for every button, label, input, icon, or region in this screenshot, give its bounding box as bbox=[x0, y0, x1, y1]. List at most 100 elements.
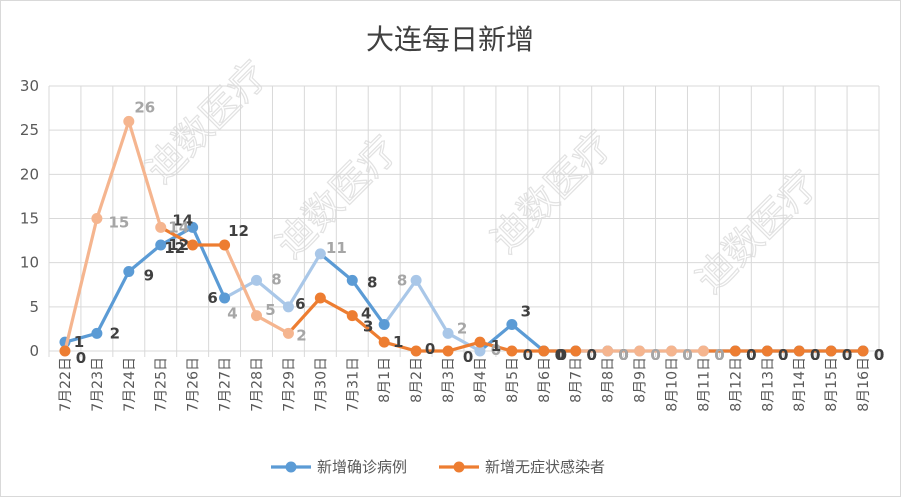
x-tick-label: 8月13日 bbox=[760, 357, 776, 412]
x-tick-label: 8月11日 bbox=[696, 357, 712, 412]
x-tick-label: 7月27日 bbox=[218, 357, 234, 412]
y-tick-label: 25 bbox=[20, 121, 39, 139]
series-1-data-label: 0 bbox=[425, 340, 435, 358]
series-1-point bbox=[378, 336, 390, 348]
series-1-data-label: 0 bbox=[650, 346, 660, 364]
series-1-data-label: 4 bbox=[227, 305, 237, 323]
series-1-data-label: 14 bbox=[168, 218, 189, 236]
x-tick-label: 8月12日 bbox=[728, 357, 744, 412]
y-tick-label: 0 bbox=[29, 342, 39, 360]
series-0-point bbox=[442, 327, 454, 339]
series-1-point bbox=[602, 345, 614, 357]
series-1-point bbox=[666, 345, 677, 357]
series-0-data-label: 0 bbox=[587, 346, 597, 364]
series-1-segment bbox=[286, 296, 322, 335]
series-1-segment bbox=[350, 314, 386, 344]
series-1-point bbox=[825, 345, 837, 357]
series-0-segment bbox=[318, 252, 354, 282]
series-0-data-label: 0 bbox=[714, 346, 724, 364]
x-axis-ticks: 7月22日 7月23日 7月24日 7月25日 7月26日 7月27日 7月28日 7月29日… bbox=[58, 357, 872, 412]
series-0-data-label: 0 bbox=[650, 346, 660, 364]
series-0-data-label: 6 bbox=[207, 289, 217, 307]
x-tick-label: 8月9日 bbox=[633, 357, 649, 403]
x-tick-label: 8月15日 bbox=[824, 357, 840, 412]
series-1-point bbox=[634, 345, 646, 357]
series-0-data-label: 0 bbox=[778, 346, 788, 364]
series-0-point bbox=[314, 248, 326, 260]
series-0-point bbox=[155, 239, 167, 251]
series-1-segment bbox=[95, 119, 131, 221]
x-tick-label: 8月14日 bbox=[792, 357, 808, 412]
series-1-segment bbox=[318, 296, 354, 318]
series-1-segment bbox=[478, 340, 514, 353]
x-tick-label: 7月26日 bbox=[186, 357, 202, 412]
series-0-data-label: 9 bbox=[144, 267, 154, 285]
x-tick-label: 8月6日 bbox=[537, 357, 553, 403]
series-1-data-label: 1 bbox=[491, 337, 501, 355]
series-1-point bbox=[91, 213, 103, 224]
series-0-point bbox=[506, 319, 518, 330]
y-tick-label: 10 bbox=[20, 254, 39, 272]
series-0-segment bbox=[191, 225, 227, 300]
series-1-segment bbox=[382, 340, 418, 353]
series-0-segment bbox=[254, 278, 291, 309]
series-1-data-label: 2 bbox=[296, 326, 306, 344]
series-0-data-label: 0 bbox=[491, 341, 501, 359]
y-axis-ticks: 0 5 10 15 20 25 30 bbox=[20, 77, 39, 360]
series-1-data-label: 0 bbox=[463, 348, 473, 366]
series-1-point bbox=[219, 239, 231, 251]
series-0-data-label: 0 bbox=[874, 346, 884, 364]
series-1-data-label: 0 bbox=[714, 346, 724, 364]
series-1-data-label: 0 bbox=[746, 346, 756, 364]
series-0-point bbox=[123, 266, 135, 277]
series-1-data-label: 12 bbox=[168, 236, 189, 254]
x-tick-label: 7月24日 bbox=[122, 357, 138, 412]
series-1-data-label: 0 bbox=[778, 346, 788, 364]
series-1-data-label: 0 bbox=[874, 346, 884, 364]
x-tick-label: 7月28日 bbox=[250, 357, 266, 412]
series-1-point bbox=[570, 345, 582, 357]
series-1-data-label: 26 bbox=[134, 98, 155, 116]
series-1-data-label: 0 bbox=[523, 346, 533, 364]
x-tick-label: 8月3日 bbox=[441, 357, 457, 403]
series-0-data-label: 5 bbox=[265, 301, 275, 319]
legend: 新增确诊病例 新增无症状感染者 bbox=[271, 458, 605, 476]
series-1-segment bbox=[127, 119, 163, 229]
x-tick-label: 7月22日 bbox=[58, 357, 74, 412]
series-1-data-label: 1 bbox=[393, 333, 403, 351]
series-0-data-label: 0 bbox=[682, 346, 692, 364]
x-tick-label: 7月31日 bbox=[345, 357, 361, 412]
series-0-data-label: 0 bbox=[557, 346, 567, 364]
series-0-segment bbox=[350, 278, 386, 327]
series-1-point bbox=[187, 239, 199, 251]
series-1-data-label: 12 bbox=[228, 222, 249, 240]
series-0-data-label: 0 bbox=[842, 346, 852, 364]
chart-title: 大连每日新增 bbox=[366, 23, 534, 56]
series-1-data-label: 15 bbox=[108, 214, 129, 232]
x-tick-label: 8月2日 bbox=[409, 357, 425, 403]
series-1-point bbox=[538, 345, 550, 357]
series-0-data-label: 12 bbox=[164, 239, 185, 257]
series-1-point bbox=[442, 345, 454, 357]
y-tick-label: 15 bbox=[20, 210, 39, 228]
series-0-data-label: 2 bbox=[110, 324, 120, 342]
series-0-segment bbox=[382, 278, 418, 327]
series-0-data-label: 8 bbox=[397, 271, 407, 289]
series-1-point bbox=[155, 221, 167, 233]
x-tick-label: 8月5日 bbox=[505, 357, 521, 403]
series-0-data-label: 2 bbox=[457, 319, 467, 337]
series-1-segment bbox=[254, 314, 291, 335]
y-tick-label: 20 bbox=[20, 165, 39, 183]
series-0-segment bbox=[127, 243, 163, 274]
series-1-data-label: 0 bbox=[555, 346, 565, 364]
watermark-text: 迪数医疗 bbox=[483, 123, 622, 262]
series-layer bbox=[59, 115, 869, 357]
series-0-segment bbox=[222, 278, 259, 300]
series-0-point bbox=[410, 274, 422, 286]
series-0-point bbox=[91, 327, 103, 339]
series-1-data-label: 0 bbox=[682, 346, 692, 364]
series-0-data-label: 3 bbox=[521, 303, 531, 321]
x-tick-label: 8月16日 bbox=[856, 357, 872, 412]
